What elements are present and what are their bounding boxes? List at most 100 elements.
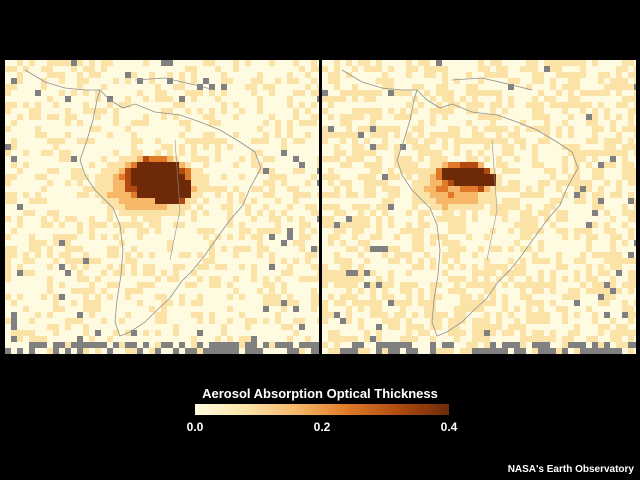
aerosol-cell [556,150,562,156]
aerosol-cell [502,162,508,168]
aerosol-cell [418,324,424,330]
aerosol-cell [334,132,340,138]
aerosol-cell [209,300,215,306]
aerosol-cell [161,258,167,264]
aerosol-cell [107,72,113,78]
aerosol-cell [322,234,328,240]
aerosol-cell [340,252,346,258]
aerosol-cell [59,300,65,306]
aerosol-cell [340,114,346,120]
aerosol-cell [149,150,155,156]
aerosol-cell [592,126,598,132]
aerosol-cell [538,120,544,126]
aerosol-cell [221,288,227,294]
aerosol-cell [167,180,173,186]
aerosol-cell [179,240,185,246]
aerosol-cell [478,132,484,138]
aerosol-cell [251,300,257,306]
aerosol-cell [400,66,406,72]
aerosol-cell [95,318,101,324]
aerosol-cell [562,192,568,198]
aerosol-cell [155,120,161,126]
aerosol-cell [370,138,376,144]
aerosol-cell [502,216,508,222]
aerosol-cell [448,294,454,300]
aerosol-cell [328,156,334,162]
aerosol-cell [532,174,538,180]
aerosol-cell [334,282,340,288]
aerosol-cell [311,192,317,198]
aerosol-cell [508,162,514,168]
aerosol-cell [328,222,334,228]
aerosol-cell [131,192,137,198]
aerosol-cell [370,306,376,312]
aerosol-cell [245,324,251,330]
aerosol-cell [263,60,269,66]
aerosol-cell [215,180,221,186]
aerosol-cell [257,240,263,246]
aerosol-cell [394,102,400,108]
aerosol-cell [113,282,119,288]
aerosol-cell [227,294,233,300]
aerosol-cell [592,288,598,294]
aerosol-cell [239,330,245,336]
aerosol-cell [544,252,550,258]
aerosol-cell [47,258,53,264]
aerosol-cell [173,342,179,348]
aerosol-cell [520,192,526,198]
aerosol-cell [17,276,23,282]
aerosol-cell [322,318,328,324]
aerosol-cell [358,108,364,114]
aerosol-cell [412,306,418,312]
aerosol-cell [29,252,35,258]
aerosol-cell [251,294,257,300]
aerosol-cell [155,252,161,258]
aerosol-cell [149,318,155,324]
aerosol-cell [29,228,35,234]
aerosol-cell [502,282,508,288]
aerosol-cell [23,204,29,210]
aerosol-cell [113,60,119,66]
aerosol-cell [113,228,119,234]
aerosol-cell [227,150,233,156]
aerosol-cell [496,150,502,156]
aerosol-cell [430,102,436,108]
aerosol-cell [47,186,53,192]
aerosol-cell [430,246,436,252]
aerosol-cell [89,234,95,240]
aerosol-cell [412,318,418,324]
aerosol-cell [328,318,334,324]
aerosol-cell [185,60,191,66]
aerosol-cell [89,144,95,150]
aerosol-cell [101,120,107,126]
aerosol-cell [544,90,550,96]
aerosol-cell [65,198,71,204]
aerosol-cell [131,336,137,342]
aerosol-cell [556,324,562,330]
aerosol-cell [275,174,281,180]
aerosol-cell [155,198,161,204]
aerosol-cell [472,78,478,84]
aerosol-cell [281,96,287,102]
aerosol-cell [317,258,319,264]
aerosol-cell [358,282,364,288]
aerosol-cell [514,78,520,84]
aerosol-cell [634,198,636,204]
aerosol-cell [155,60,161,66]
aerosol-cell [251,114,257,120]
aerosol-cell [340,162,346,168]
aerosol-cell [161,108,167,114]
aerosol-cell [221,78,227,84]
aerosol-cell [358,264,364,270]
aerosol-cell [305,276,311,282]
aerosol-cell [77,132,83,138]
aerosol-cell [221,258,227,264]
aerosol-cell [556,270,562,276]
aerosol-cell [35,348,41,354]
aerosol-cell [592,228,598,234]
aerosol-cell [173,252,179,258]
aerosol-cell [502,114,508,120]
aerosol-cell [131,210,137,216]
aerosol-cell [107,282,113,288]
aerosol-cell [209,78,215,84]
